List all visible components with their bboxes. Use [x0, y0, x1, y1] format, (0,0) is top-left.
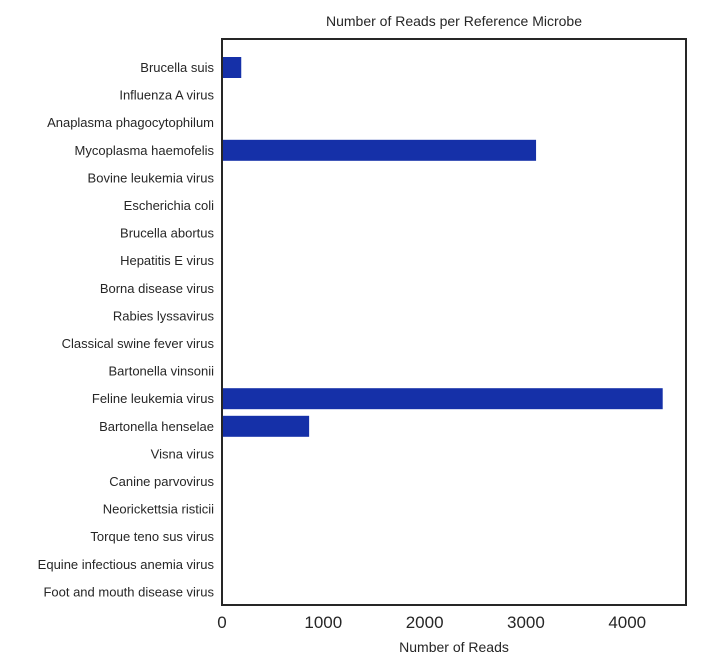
- category-label: Hepatitis E virus: [120, 253, 214, 268]
- category-label: Bartonella vinsonii: [108, 364, 214, 379]
- x-axis-ticks: 0 1000 2000 3000 4000: [217, 613, 646, 632]
- category-label: Torque teno sus virus: [90, 529, 214, 544]
- category-label: Visna virus: [151, 446, 215, 461]
- x-tick-label: 3000: [507, 613, 545, 632]
- x-tick-label: 2000: [406, 613, 444, 632]
- category-label: Mycoplasma haemofelis: [75, 143, 215, 158]
- x-axis-label: Number of Reads: [399, 639, 509, 655]
- category-label: Brucella abortus: [120, 226, 214, 241]
- bar: [222, 388, 663, 410]
- category-label: Brucella suis: [140, 60, 214, 75]
- bar: [222, 139, 537, 161]
- category-label: Bartonella henselae: [99, 419, 214, 434]
- x-tick-label: 0: [217, 613, 226, 632]
- x-tick-label: 4000: [608, 613, 646, 632]
- category-label: Foot and mouth disease virus: [43, 584, 214, 599]
- category-labels: Brucella suis Influenza A virus Anaplasma …: [38, 60, 215, 599]
- category-label: Borna disease virus: [100, 281, 215, 296]
- category-label: Influenza A virus: [119, 88, 214, 103]
- plot-frame: [221, 38, 687, 606]
- category-label: Classical swine fever virus: [62, 336, 215, 351]
- category-label: Neorickettsia risticii: [103, 502, 214, 517]
- category-label: Bovine leukemia virus: [88, 170, 215, 185]
- category-label: Equine infectious anemia virus: [38, 557, 215, 572]
- category-label: Anaplasma phagocytophilum: [47, 115, 214, 130]
- x-tick-label: 1000: [304, 613, 342, 632]
- bar: [222, 415, 310, 437]
- bars-group: [222, 57, 663, 603]
- category-label: Escherichia coli: [124, 198, 214, 213]
- chart-title: Number of Reads per Reference Microbe: [326, 13, 582, 29]
- category-label: Canine parvovirus: [109, 474, 214, 489]
- category-label: Feline leukemia virus: [92, 391, 215, 406]
- bar: [222, 57, 242, 78]
- category-label: Rabies lyssavirus: [113, 308, 215, 323]
